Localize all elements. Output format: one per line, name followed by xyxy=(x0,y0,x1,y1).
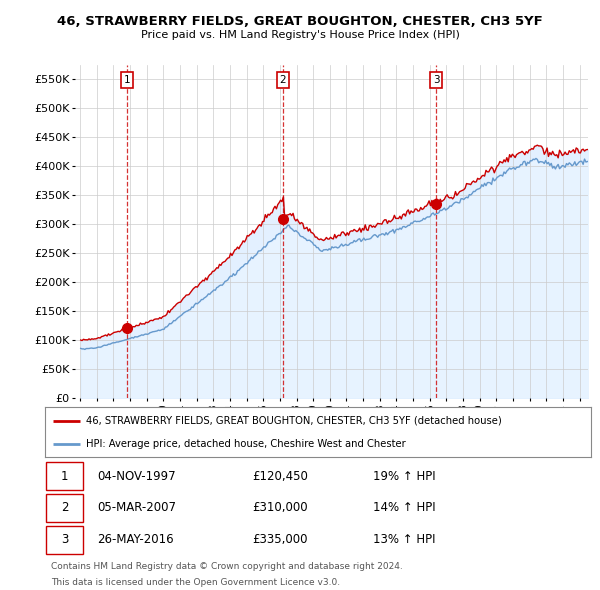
Text: £335,000: £335,000 xyxy=(253,533,308,546)
Text: £310,000: £310,000 xyxy=(253,502,308,514)
Text: 3: 3 xyxy=(433,75,440,85)
Text: 05-MAR-2007: 05-MAR-2007 xyxy=(97,502,176,514)
Text: 13% ↑ HPI: 13% ↑ HPI xyxy=(373,533,435,546)
FancyBboxPatch shape xyxy=(46,526,83,553)
Text: 1: 1 xyxy=(124,75,131,85)
Text: Contains HM Land Registry data © Crown copyright and database right 2024.: Contains HM Land Registry data © Crown c… xyxy=(51,562,403,571)
Text: 2: 2 xyxy=(280,75,286,85)
Text: 26-MAY-2016: 26-MAY-2016 xyxy=(97,533,173,546)
Text: £120,450: £120,450 xyxy=(253,470,308,483)
Text: 04-NOV-1997: 04-NOV-1997 xyxy=(97,470,175,483)
Text: 2: 2 xyxy=(61,502,68,514)
Text: Price paid vs. HM Land Registry's House Price Index (HPI): Price paid vs. HM Land Registry's House … xyxy=(140,30,460,40)
FancyBboxPatch shape xyxy=(46,463,83,490)
Text: 46, STRAWBERRY FIELDS, GREAT BOUGHTON, CHESTER, CH3 5YF (detached house): 46, STRAWBERRY FIELDS, GREAT BOUGHTON, C… xyxy=(86,415,502,425)
Text: HPI: Average price, detached house, Cheshire West and Chester: HPI: Average price, detached house, Ches… xyxy=(86,439,406,449)
Text: 3: 3 xyxy=(61,533,68,546)
Text: This data is licensed under the Open Government Licence v3.0.: This data is licensed under the Open Gov… xyxy=(51,578,340,587)
Text: 14% ↑ HPI: 14% ↑ HPI xyxy=(373,502,435,514)
Text: 46, STRAWBERRY FIELDS, GREAT BOUGHTON, CHESTER, CH3 5YF: 46, STRAWBERRY FIELDS, GREAT BOUGHTON, C… xyxy=(57,15,543,28)
Text: 1: 1 xyxy=(61,470,68,483)
Text: 19% ↑ HPI: 19% ↑ HPI xyxy=(373,470,435,483)
FancyBboxPatch shape xyxy=(46,494,83,522)
